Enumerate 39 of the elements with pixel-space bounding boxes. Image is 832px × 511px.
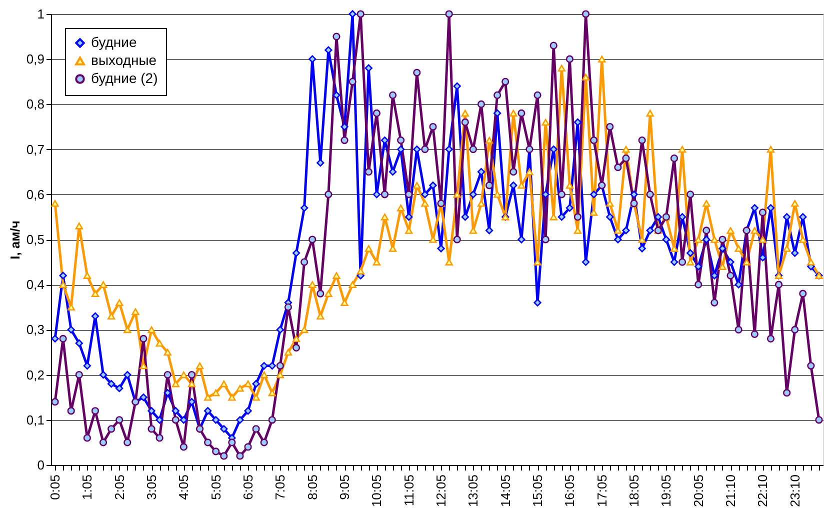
legend-label: выходные — [91, 52, 157, 68]
y-axis-title: I, ам/ч — [7, 220, 22, 260]
y-tick-label: 0,8 — [26, 96, 44, 112]
x-tick-label: 7:05 — [272, 474, 288, 500]
x-tick-label: 22:10 — [755, 474, 770, 508]
y-tick-label: 0,2 — [26, 367, 44, 382]
legend-label: будние — [91, 34, 137, 50]
x-tick-label: 16:05 — [562, 474, 578, 508]
y-tick-label: 0,1 — [26, 412, 44, 428]
legend-label: будние (2) — [91, 70, 158, 86]
y-tick-label: 0,6 — [26, 186, 44, 202]
x-tick-label: 3:05 — [144, 474, 160, 500]
x-tick-label: 12:05 — [434, 474, 449, 508]
x-tick-label: 20:05 — [690, 474, 706, 508]
x-tick-label: 6:05 — [240, 474, 256, 500]
x-tick-label: 21:10 — [723, 474, 738, 508]
x-tick-label: 5:05 — [208, 474, 224, 500]
x-tick-label: 17:05 — [594, 474, 610, 508]
y-tick-label: 0,4 — [26, 277, 44, 292]
x-tick-label: 18:05 — [626, 474, 642, 508]
y-tick-label: 0,3 — [26, 322, 44, 338]
x-tick-label: 11:05 — [401, 474, 416, 506]
x-tick-label: 2:05 — [112, 474, 127, 500]
x-tick-label: 1:05 — [80, 474, 95, 500]
x-tick-label: 23:10 — [787, 474, 802, 508]
x-tick-label: 10:05 — [369, 474, 384, 508]
x-tick-label: 14:05 — [498, 474, 513, 508]
x-tick-label: 15:05 — [530, 474, 546, 508]
y-tick-label: 0,5 — [26, 232, 44, 247]
y-tick-label: 0,7 — [26, 142, 44, 157]
x-tick-label: 19:05 — [658, 474, 674, 508]
y-tick-label: 1 — [37, 6, 44, 22]
x-tick-label: 4:05 — [176, 474, 192, 500]
x-tick-label: 8:05 — [304, 474, 320, 500]
x-tick-label: 13:05 — [466, 474, 481, 508]
y-tick-label: 0 — [37, 458, 44, 472]
x-tick-label: 0:05 — [48, 474, 63, 500]
y-tick-label: 0,9 — [26, 52, 44, 67]
x-tick-label: 9:05 — [337, 474, 352, 500]
